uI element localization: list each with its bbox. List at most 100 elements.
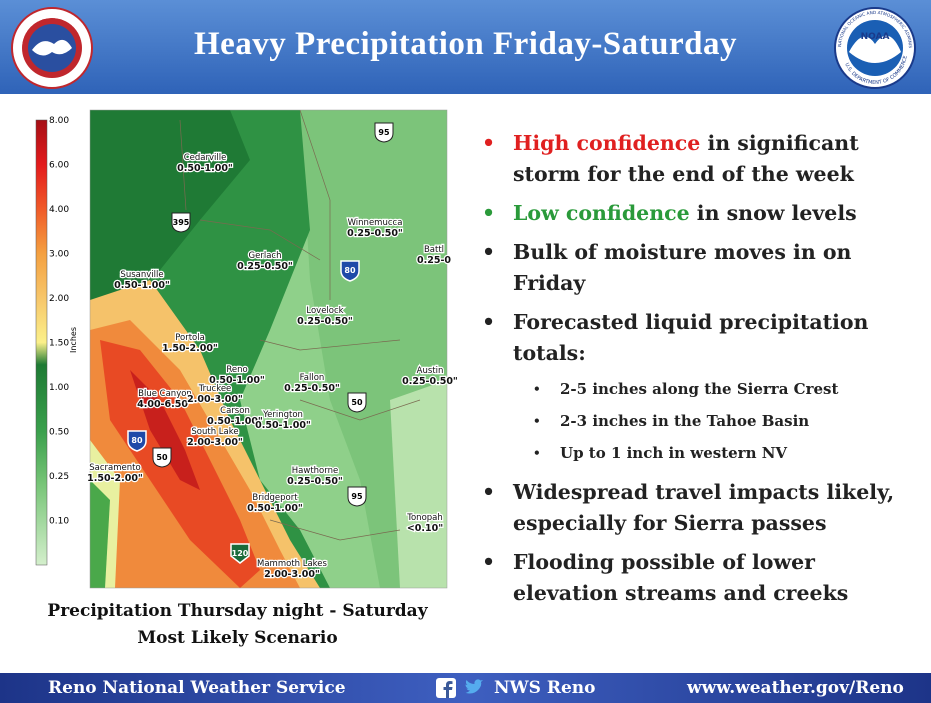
place-range: 0.50-1.00" <box>209 375 265 386</box>
state-shield <box>230 543 250 564</box>
place-name: Susanville <box>120 270 163 280</box>
place-range: 0.50-1.00" <box>255 420 311 431</box>
highlight: High confidence <box>513 131 701 155</box>
logo-abbr: NOAA <box>861 32 890 42</box>
place-name: Carson <box>220 406 250 416</box>
footer-office: Reno National Weather Service <box>48 678 346 698</box>
place-range: 0.50-1.00" <box>247 503 303 514</box>
place-range: 0.50-1.00" <box>177 163 233 174</box>
place-range: 0.25-0.50" <box>347 228 403 239</box>
place-name: Portola <box>175 333 205 343</box>
sub-bullet: 2-3 inches in the Tahoe Basin <box>513 405 920 437</box>
footer-url[interactable]: www.weather.gov/Reno <box>687 678 904 698</box>
highway-label: 395 <box>173 218 190 227</box>
bullet-text: Flooding possible of lower elevation str… <box>513 550 849 605</box>
bullet-list: High confidence in significant storm for… <box>480 128 920 617</box>
legend-label: 0.10 <box>49 517 69 527</box>
noaa-logo: NOAA NATIONAL OCEANIC AND ATMOSPHERIC AD… <box>833 6 916 89</box>
bullet-text: Bulk of moisture moves in on Friday <box>513 240 852 295</box>
us-shield <box>152 447 172 468</box>
place-range: 0.25-0.50" <box>284 383 340 394</box>
place-name: Fallon <box>300 373 325 383</box>
place-name: Battl <box>424 245 444 255</box>
legend-label: 0.50 <box>49 428 69 438</box>
place-range: 0.25-0.50" <box>297 316 353 327</box>
caption-line: Precipitation Thursday night - Saturday <box>47 601 428 621</box>
place-range: 4.00-6.50" <box>137 399 193 410</box>
place-name: Lovelock <box>306 306 343 316</box>
us-shield <box>374 122 394 143</box>
place-name: Gerlach <box>249 251 282 261</box>
highlight: Low confidence <box>513 201 690 225</box>
bullet: Forecasted liquid precipitation totals: … <box>480 307 920 469</box>
place-name: Austin <box>417 366 444 376</box>
legend-title: Inches <box>69 327 78 353</box>
us-shield <box>347 486 367 507</box>
legend-label: 4.00 <box>49 205 69 215</box>
place-name: Mammoth Lakes <box>257 559 328 569</box>
highway-label: 95 <box>378 128 390 137</box>
place-range: 2.00-3.00" <box>264 569 320 580</box>
bullet: Bulk of moisture moves in on Friday <box>480 237 920 299</box>
legend-label: 1.50 <box>49 339 69 349</box>
title: Heavy Precipitation Friday-Saturday <box>193 26 738 62</box>
highway-label: 80 <box>344 266 356 275</box>
footer-social: NWS Reno <box>494 678 596 698</box>
place: Tonopah<0.10" <box>405 512 444 536</box>
bullet-text: in significant storm for the end of the … <box>513 131 859 186</box>
legend-bar <box>35 119 48 566</box>
us-shield <box>347 392 367 413</box>
map-caption: Precipitation Thursday night - Saturday M… <box>20 598 455 652</box>
nws-logo: NATIONAL WEATHER SERVICE <box>10 6 93 89</box>
place-name: Sacramento <box>89 463 140 473</box>
footer: Reno National Weather Service NWS Reno w… <box>0 673 931 703</box>
place-name: Hawthorne <box>292 466 338 476</box>
place-name: Reno <box>226 365 247 375</box>
place-range: 0.50-1.00" <box>207 416 263 427</box>
place-name: Yerington <box>262 410 303 420</box>
place-range: 0.50-1.00" <box>114 280 170 291</box>
place-range: 2.00-3.00" <box>187 437 243 448</box>
legend-label: 3.00 <box>49 250 69 260</box>
bullet: Widespread travel impacts likely, especi… <box>480 477 920 539</box>
place-range: 0.25-0.50" <box>287 476 343 487</box>
bullet-text: Widespread travel impacts likely, especi… <box>513 480 895 535</box>
caption-line: Most Likely Scenario <box>137 628 338 648</box>
social-icons <box>436 678 483 698</box>
place-range: 2.00-3.00" <box>187 394 243 405</box>
sub-bullet: Up to 1 inch in western NV <box>513 437 920 469</box>
place-range: 0.25-0.50" <box>402 376 458 387</box>
place-name: Winnemucca <box>348 218 403 228</box>
highway-label: 80 <box>131 436 143 445</box>
place-name: South Lake <box>191 427 238 437</box>
precip-map: Inches 8.00 6.00 4.00 3.00 2.00 1.50 1.00 0.50 0… <box>35 109 459 589</box>
header: NATIONAL WEATHER SERVICE Heavy Precipita… <box>0 0 931 94</box>
bullet: Low confidence in snow levels <box>480 198 920 229</box>
bullet: High confidence in significant storm for… <box>480 128 920 190</box>
sub-list: 2-5 inches along the Sierra Crest 2-3 in… <box>513 373 920 469</box>
interstate-shield <box>340 260 360 282</box>
highway-label: 120 <box>232 549 249 558</box>
legend-label: 2.00 <box>49 294 69 304</box>
bullet: Flooding possible of lower elevation str… <box>480 547 920 609</box>
place-name: Bridgeport <box>252 493 298 503</box>
place-name: Truckee <box>198 384 232 394</box>
legend-label: 6.00 <box>49 161 69 171</box>
place-range: 0.25-0 <box>417 255 451 266</box>
place-range: 1.50-2.00" <box>87 473 143 484</box>
